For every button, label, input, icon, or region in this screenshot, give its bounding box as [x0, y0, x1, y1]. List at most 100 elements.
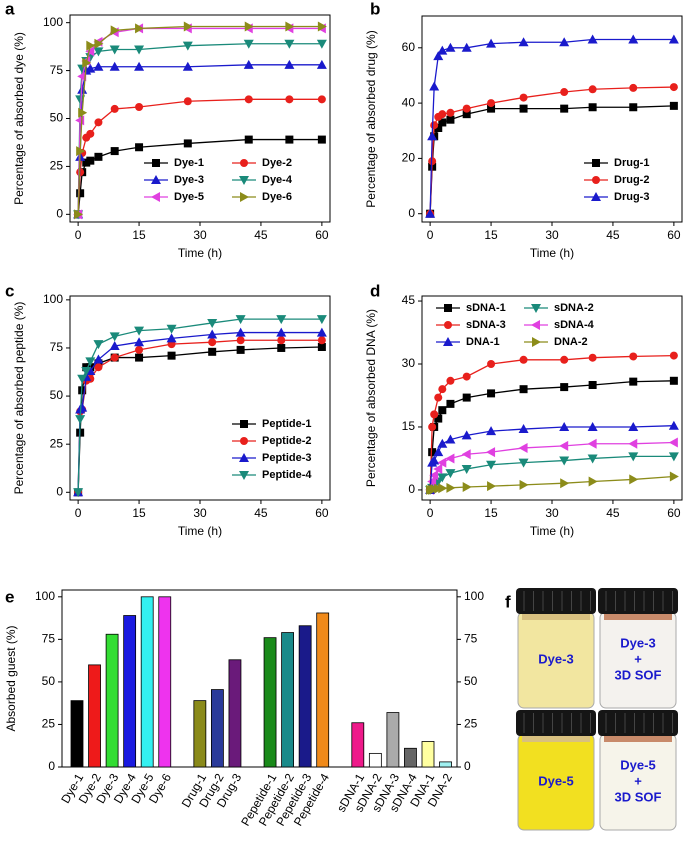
x-tick-label: 45 [254, 228, 268, 242]
legend-marker [443, 337, 453, 346]
x-tick-label: 30 [545, 228, 559, 242]
marker [560, 355, 569, 364]
marker [183, 21, 193, 32]
y-tick-label: 0 [56, 484, 63, 498]
legend-marker [240, 159, 248, 167]
marker [86, 129, 95, 138]
y-tick-label: 0 [408, 206, 415, 220]
bar [88, 664, 101, 768]
legend-marker [151, 175, 161, 184]
x-tick-label: 45 [606, 506, 620, 520]
y-tick-label: 40 [402, 95, 416, 109]
marker [208, 347, 217, 356]
legend-label: sDNA-4 [554, 319, 595, 331]
marker [135, 143, 144, 152]
marker [462, 104, 471, 113]
y-tick-label: 100 [43, 15, 63, 29]
marker [668, 452, 679, 462]
marker [183, 139, 192, 148]
marker [167, 351, 176, 360]
bar [140, 596, 154, 768]
legend-marker [592, 176, 600, 184]
marker [244, 21, 254, 32]
y-tick-label: 100 [464, 589, 484, 603]
marker [518, 458, 529, 468]
marker [518, 37, 529, 47]
bar [298, 625, 312, 768]
marker [316, 39, 327, 49]
marker [316, 59, 327, 69]
marker [134, 61, 145, 71]
series-line [77, 27, 322, 215]
legend-marker [592, 159, 600, 167]
marker [76, 146, 86, 157]
marker [429, 455, 440, 465]
marker [486, 447, 496, 458]
legend-marker [151, 192, 160, 202]
y-tick-label: 75 [50, 340, 64, 354]
legend-label: Peptide-3 [262, 452, 312, 464]
plot-frame [61, 589, 458, 768]
marker [560, 383, 569, 392]
x-tick-label: 0 [427, 228, 434, 242]
marker [487, 99, 496, 108]
bar [439, 761, 452, 768]
marker [588, 85, 597, 94]
legend-label: Dye-4 [262, 174, 293, 186]
legend-marker [240, 192, 249, 202]
marker [110, 104, 119, 113]
x-axis-label: Time (h) [530, 246, 574, 260]
y-tick-label: 60 [402, 40, 416, 54]
marker [434, 393, 443, 402]
legend-label: sDNA-1 [466, 302, 506, 314]
marker [462, 110, 471, 119]
marker [75, 95, 86, 105]
marker [110, 353, 119, 362]
y-tick-label: 50 [42, 674, 56, 688]
y-tick-label: 0 [408, 482, 415, 496]
vial-label: Dye-3 [620, 635, 655, 650]
marker [135, 103, 144, 111]
y-tick-label: 50 [464, 674, 478, 688]
marker [86, 40, 96, 51]
marker [430, 410, 439, 419]
marker [461, 430, 472, 440]
marker [438, 110, 447, 119]
marker [559, 440, 569, 451]
marker [461, 464, 472, 474]
bar [386, 712, 400, 768]
marker [317, 95, 326, 104]
y-tick-label: 20 [402, 151, 416, 165]
marker [427, 131, 438, 141]
y-tick-label: 0 [48, 759, 55, 773]
marker [243, 59, 254, 69]
marker [166, 333, 177, 343]
marker [207, 329, 218, 339]
marker [236, 345, 245, 354]
marker [628, 421, 639, 431]
legend-label: Dye-1 [174, 157, 204, 169]
marker [317, 135, 326, 144]
marker [110, 25, 120, 36]
marker [445, 453, 455, 464]
marker [317, 336, 326, 345]
marker [628, 438, 638, 449]
marker [94, 118, 103, 127]
marker [81, 367, 92, 377]
legend-marker [444, 304, 452, 312]
legend-label: sDNA-3 [466, 319, 506, 331]
x-axis-label: Time (h) [530, 524, 574, 538]
marker [284, 59, 295, 69]
y-axis-label: Percentage of absorbed DNA (%) [364, 309, 378, 487]
marker [462, 393, 471, 402]
marker [82, 57, 92, 68]
marker [110, 147, 119, 156]
marker [75, 415, 86, 425]
legend-marker [239, 453, 249, 462]
x-tick-label: 0 [427, 506, 434, 520]
x-tick-label: 0 [75, 506, 82, 520]
legend-marker [591, 192, 601, 201]
marker [588, 103, 597, 112]
marker [76, 189, 85, 198]
marker [668, 437, 678, 448]
